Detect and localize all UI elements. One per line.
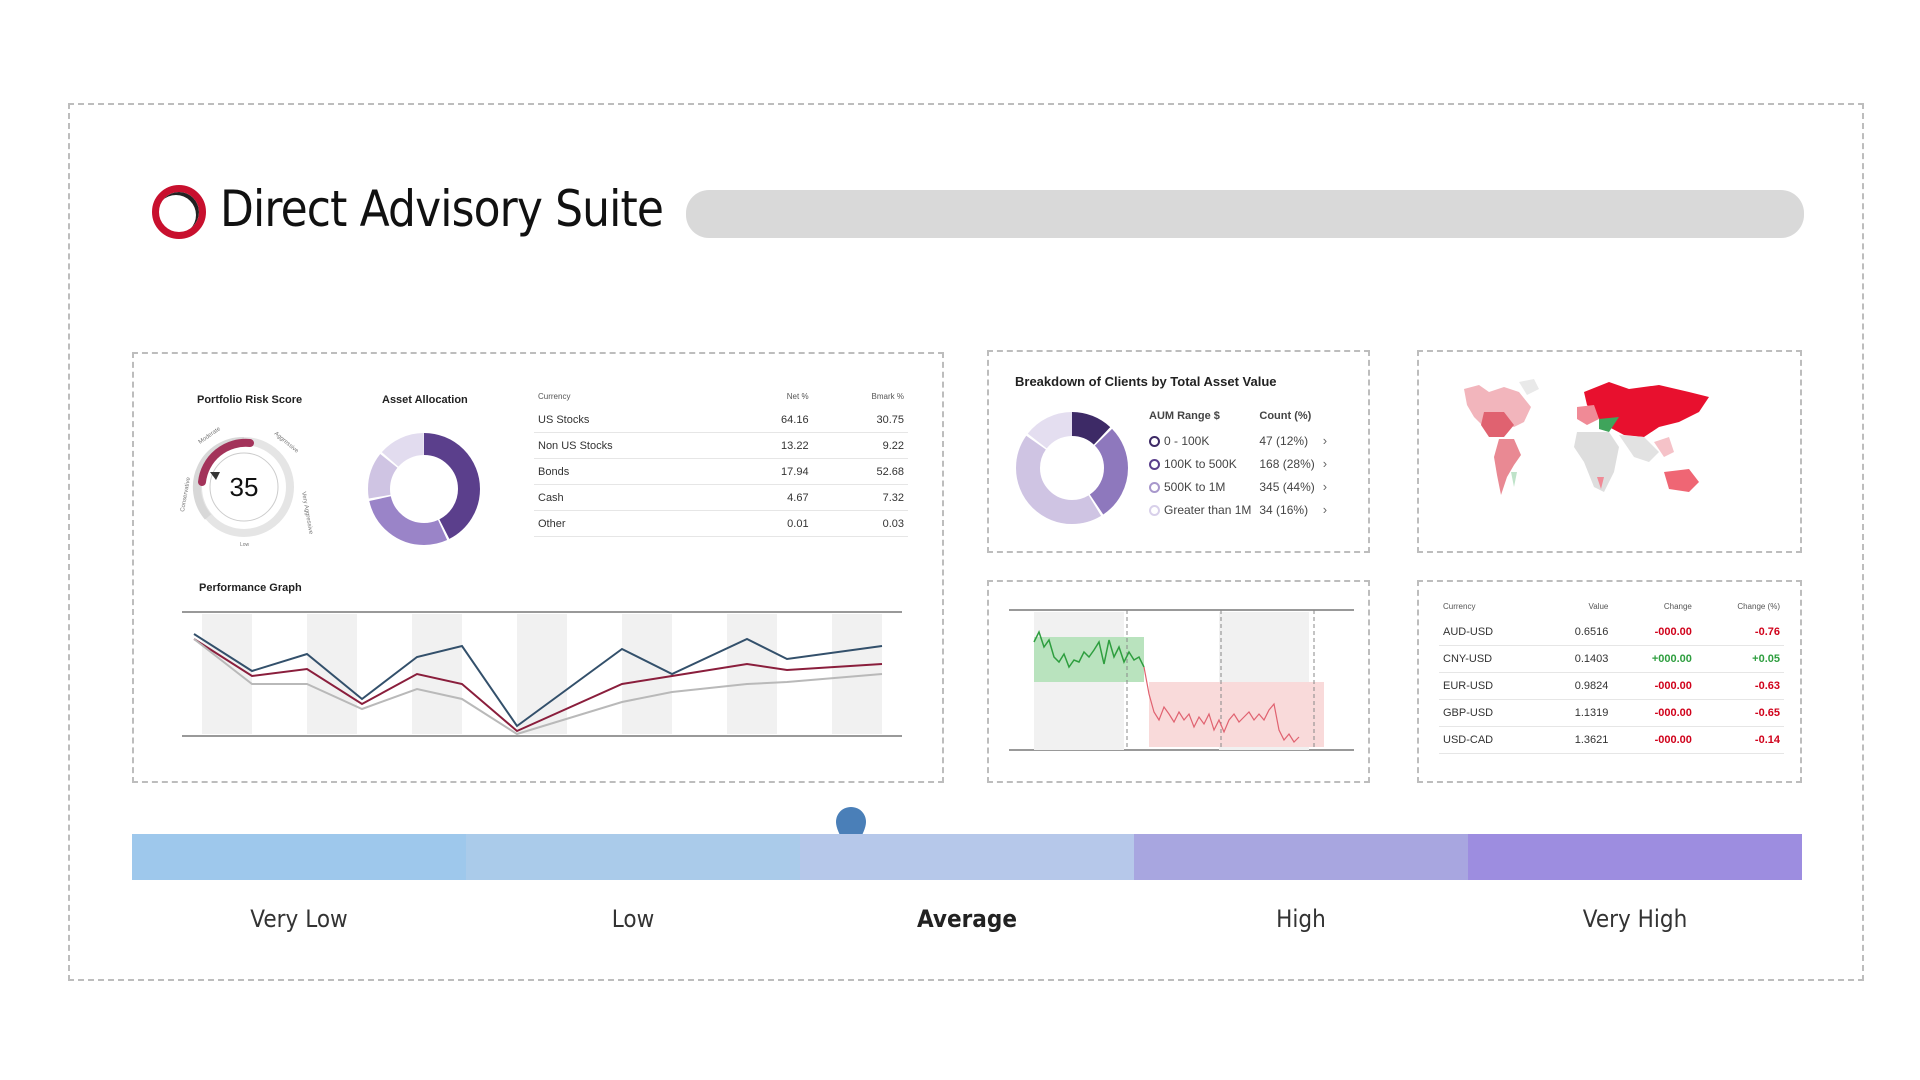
column-header: AUM Range $ <box>1149 410 1220 422</box>
legend-dot <box>1149 481 1160 493</box>
risk-scale-bar[interactable] <box>132 834 1802 880</box>
table-row[interactable]: USD-CAD 1.3621 -000.00 -0.14 <box>1439 726 1784 754</box>
column-header: Change (%) <box>1737 602 1780 611</box>
table-row[interactable]: Cash 4.67 7.32 <box>534 484 908 511</box>
fx-rates-table: Currency Value Change Change (%) AUD-USD… <box>1439 602 1784 754</box>
chevron-right-icon: › <box>1322 479 1328 494</box>
risk-segment-very-low[interactable] <box>132 834 466 880</box>
app-title: Direct Advisory Suite <box>220 180 664 238</box>
table-row[interactable]: EUR-USD 0.9824 -000.00 -0.63 <box>1439 672 1784 700</box>
table-row[interactable]: Non US Stocks 13.22 9.22 <box>534 432 908 459</box>
risk-label-average[interactable]: Average <box>916 905 1018 933</box>
risk-label-low[interactable]: Low <box>611 905 655 933</box>
risk-label-very-high[interactable]: Very High <box>1582 905 1688 933</box>
asset-allocation-title: Asset Allocation <box>382 394 468 406</box>
column-header: Net % <box>786 392 809 401</box>
client-breakdown-panel: Breakdown of Clients by Total Asset Valu… <box>987 350 1370 553</box>
world-map-icon <box>1464 379 1709 495</box>
table-row[interactable]: Bonds 17.94 52.68 <box>534 458 908 485</box>
breakdown-donut <box>1016 412 1128 524</box>
breakdown-title: Breakdown of Clients by Total Asset Valu… <box>1015 374 1277 389</box>
legend-dot <box>1149 458 1160 470</box>
column-header: Count (%) <box>1259 410 1312 422</box>
asset-allocation-table: Currency Net % Bmark % US Stocks 64.16 30.… <box>534 390 908 537</box>
table-row[interactable]: Other 0.01 0.03 <box>534 510 908 537</box>
chevron-right-icon: › <box>1322 433 1328 448</box>
risk-label-high[interactable]: High <box>1276 905 1326 933</box>
dashboard-frame <box>68 103 1864 981</box>
risk-score-title: Portfolio Risk Score <box>197 394 303 406</box>
risk-label-very-low[interactable]: Very Low <box>250 905 348 933</box>
performance-graph <box>182 611 902 737</box>
gauge-label: Very Aggressive <box>300 491 313 535</box>
column-header: Bmark % <box>871 392 904 401</box>
risk-segment-very-high[interactable] <box>1468 834 1802 880</box>
market-trend-panel <box>987 580 1370 783</box>
asset-allocation-donut <box>368 433 480 545</box>
breakdown-table: AUM Range $ Count (%) 0 - 100K 47 (12%) › … <box>1149 410 1335 522</box>
table-row[interactable]: GBP-USD 1.1319 -000.00 -0.65 <box>1439 699 1784 727</box>
column-header: Currency <box>1443 602 1476 611</box>
table-row[interactable]: AUD-USD 0.6516 -000.00 -0.76 <box>1439 619 1784 646</box>
world-map-panel <box>1417 350 1802 553</box>
table-row[interactable]: US Stocks 64.16 30.75 <box>534 407 908 433</box>
brand-logo-icon <box>152 185 206 239</box>
risk-segment-low[interactable] <box>466 834 800 880</box>
risk-segment-high[interactable] <box>1134 834 1468 880</box>
list-item[interactable]: 0 - 100K 47 (12%) › <box>1149 430 1335 453</box>
chevron-right-icon: › <box>1322 456 1328 471</box>
gauge-label: Moderate <box>198 426 223 446</box>
risk-gauge: 35 Conservative Moderate Aggressive Very… <box>180 426 313 548</box>
column-header: Currency <box>538 392 571 401</box>
column-header: Value <box>1588 602 1609 611</box>
risk-segment-average[interactable] <box>800 834 1134 880</box>
gauge-label: Low <box>240 542 250 548</box>
table-row[interactable]: CNY-USD 0.1403 +000.00 +0.05 <box>1439 645 1784 673</box>
risk-score-value: 35 <box>230 472 259 502</box>
legend-dot <box>1149 504 1160 516</box>
fx-rates-panel: Currency Value Change Change (%) AUD-USD… <box>1417 580 1802 783</box>
list-item[interactable]: 100K to 500K 168 (28%) › <box>1149 453 1335 476</box>
gauge-label: Conservative <box>180 476 192 512</box>
column-header: Change <box>1663 602 1692 611</box>
legend-dot <box>1149 435 1160 447</box>
portfolio-panel: Portfolio Risk Score 35 Conservative Mod… <box>132 352 944 783</box>
market-trend-chart <box>1009 609 1354 751</box>
list-item[interactable]: 500K to 1M 345 (44%) › <box>1149 476 1335 499</box>
list-item[interactable]: Greater than 1M 34 (16%) › <box>1149 499 1335 522</box>
search-input[interactable] <box>686 190 1804 238</box>
risk-scale-labels: Very Low Low Average High Very High <box>132 905 1802 933</box>
chevron-right-icon: › <box>1322 502 1328 517</box>
performance-graph-title: Performance Graph <box>199 582 302 594</box>
